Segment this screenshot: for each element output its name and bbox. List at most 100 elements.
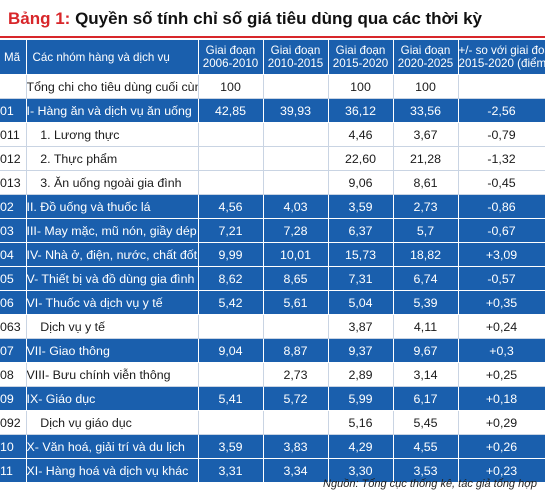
- table-row: 06 VI- Thuốc và dịch vụ y tế 5,42 5,61 5,04 5…: [0, 290, 545, 315]
- table-row: 11 XI- Hàng hoá và dịch vụ khác 3,31 3,34 3,…: [0, 458, 545, 483]
- cell-period-4: 33,56: [393, 98, 459, 123]
- cell-period-1: [198, 122, 264, 147]
- table-row: 03 III- May mặc, mũ nón, giầy dép 7,21 7,28…: [0, 218, 545, 243]
- cell-period-2: 2,73: [263, 362, 329, 387]
- cell-period-2: 10,01: [263, 242, 329, 267]
- cell-name: XI- Hàng hoá và dịch vụ khác: [26, 458, 199, 483]
- header-period-1: Giai đoạn 2006-2010: [198, 40, 264, 75]
- cell-period-2: [263, 146, 329, 171]
- cell-period-1: 9,04: [198, 338, 264, 363]
- cell-code: 011: [0, 122, 27, 147]
- cell-name: V- Thiết bị và đồ dùng gia đình: [26, 266, 199, 291]
- table-row: 013 3. Ăn uống ngoài gia đình 9,06 8,61 -0,…: [0, 170, 545, 195]
- cell-name: I- Hàng ăn và dịch vụ ăn uống: [26, 98, 199, 123]
- cell-change: -0,57: [458, 266, 545, 291]
- cell-period-2: 8,65: [263, 266, 329, 291]
- cell-period-2: [263, 122, 329, 147]
- table-body: Tổng chi cho tiêu dùng cuối cùng 100 100 10…: [0, 74, 545, 483]
- cell-period-4: 4,55: [393, 434, 459, 459]
- cell-code: 10: [0, 434, 27, 459]
- cell-period-1: 3,31: [198, 458, 264, 483]
- header-code: Mã: [0, 40, 27, 75]
- cell-period-3: 22,60: [328, 146, 394, 171]
- cell-period-3: 9,06: [328, 170, 394, 195]
- cell-period-3: 100: [328, 74, 394, 99]
- cell-name: VIII- Bưu chính viễn thông: [26, 362, 199, 387]
- cell-change: -0,79: [458, 122, 545, 147]
- table-row: 011 1. Lương thực 4,46 3,67 -0,79: [0, 122, 545, 147]
- cell-period-3: 3,59: [328, 194, 394, 219]
- header-period-2-line1: Giai đoạn: [270, 44, 321, 57]
- table-row: 07 VII- Giao thông 9,04 8,87 9,37 9,67 +0,3: [0, 338, 545, 363]
- cell-period-4: 5,7: [393, 218, 459, 243]
- cell-change: +0,35: [458, 290, 545, 315]
- cell-period-3: 7,31: [328, 266, 394, 291]
- cell-code: 013: [0, 170, 27, 195]
- cell-period-4: 5,39: [393, 290, 459, 315]
- cell-change: -0,67: [458, 218, 545, 243]
- cell-change: +0,3: [458, 338, 545, 363]
- cell-code: 02: [0, 194, 27, 219]
- cell-period-4: 6,17: [393, 386, 459, 411]
- cell-code: 11: [0, 458, 27, 483]
- table-title: Bảng 1: Quyền số tính chỉ số giá tiêu dù…: [0, 6, 545, 32]
- cell-name: 1. Lương thực: [26, 122, 199, 147]
- cell-name: IV- Nhà ở, điện, nước, chất đốt và VLXD: [26, 242, 199, 267]
- cell-change: -2,56: [458, 98, 545, 123]
- header-name: Các nhóm hàng và dịch vụ: [26, 40, 199, 75]
- cell-period-2: 3,34: [263, 458, 329, 483]
- cell-change: [458, 74, 545, 99]
- cell-period-2: 39,93: [263, 98, 329, 123]
- cell-period-4: 2,73: [393, 194, 459, 219]
- cell-change: +0,24: [458, 314, 545, 339]
- cell-name: IX- Giáo dục: [26, 386, 199, 411]
- header-period-3-line1: Giai đoạn: [335, 44, 386, 57]
- header-period-4-line2: 2020-2025: [397, 57, 454, 70]
- cell-name: II. Đồ uống và thuốc lá: [26, 194, 199, 219]
- cell-name: VI- Thuốc và dịch vụ y tế: [26, 290, 199, 315]
- cell-period-1: [198, 410, 264, 435]
- cell-period-2: 8,87: [263, 338, 329, 363]
- table-row: 09 IX- Giáo dục 5,41 5,72 5,99 6,17 +0,18: [0, 386, 545, 411]
- cell-period-4: 3,67: [393, 122, 459, 147]
- header-period-3-line2: 2015-2020: [332, 57, 389, 70]
- cell-period-1: 8,62: [198, 266, 264, 291]
- cell-period-1: 9,99: [198, 242, 264, 267]
- cell-code: 07: [0, 338, 27, 363]
- table-caption: Quyền số tính chỉ số giá tiêu dùng qua c…: [70, 9, 482, 28]
- cell-period-3: 2,89: [328, 362, 394, 387]
- cell-period-1: 5,41: [198, 386, 264, 411]
- cell-change: +3,09: [458, 242, 545, 267]
- cell-change: -0,86: [458, 194, 545, 219]
- cell-name: Dịch vụ giáo dục: [26, 410, 199, 435]
- table-row: 02 II. Đồ uống và thuốc lá 4,56 4,03 3,59 2,7…: [0, 194, 545, 219]
- cell-period-4: 4,11: [393, 314, 459, 339]
- table-row: 012 2. Thực phẩm 22,60 21,28 -1,32: [0, 146, 545, 171]
- cell-name: III- May mặc, mũ nón, giầy dép: [26, 218, 199, 243]
- cell-change: +0,23: [458, 458, 545, 483]
- cell-period-1: 4,56: [198, 194, 264, 219]
- cell-code: 03: [0, 218, 27, 243]
- cell-name: 2. Thực phẩm: [26, 146, 199, 171]
- cell-code: 01: [0, 98, 27, 123]
- header-period-3: Giai đoạn 2015-2020: [328, 40, 394, 75]
- cell-period-4: 5,45: [393, 410, 459, 435]
- source-note: Nguồn: Tổng cục thống kê, tác giả tổng h…: [323, 478, 537, 490]
- cell-change: -1,32: [458, 146, 545, 171]
- table-row: 05 V- Thiết bị và đồ dùng gia đình 8,62 8,6…: [0, 266, 545, 291]
- cell-period-3: 4,29: [328, 434, 394, 459]
- cell-period-3: 3,30: [328, 458, 394, 483]
- cpi-weights-table: Mã Các nhóm hàng và dịch vụ Giai đoạn 200…: [0, 40, 545, 483]
- cell-period-3: 5,04: [328, 290, 394, 315]
- cell-period-3: 36,12: [328, 98, 394, 123]
- cell-period-2: [263, 314, 329, 339]
- cell-name: X- Văn hoá, giải trí và du lịch: [26, 434, 199, 459]
- table-row: 10 X- Văn hoá, giải trí và du lịch 3,59 3,8…: [0, 434, 545, 459]
- cell-period-2: 4,03: [263, 194, 329, 219]
- cell-code: 012: [0, 146, 27, 171]
- cell-change: +0,26: [458, 434, 545, 459]
- cell-period-1: 3,59: [198, 434, 264, 459]
